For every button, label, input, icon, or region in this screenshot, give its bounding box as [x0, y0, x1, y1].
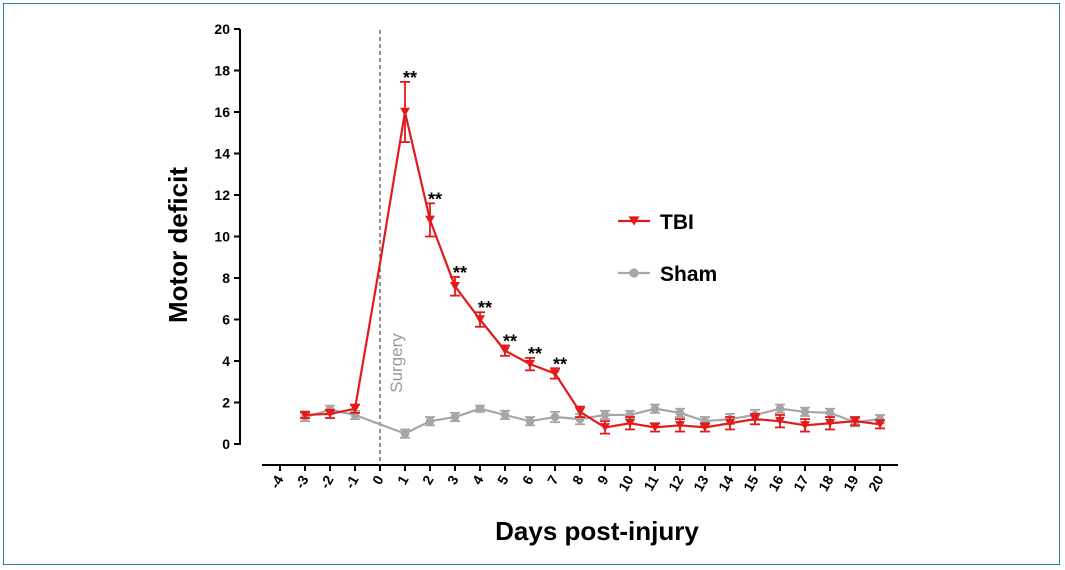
x-tick-label: 11 — [640, 472, 661, 493]
y-tick-label: 18 — [214, 63, 230, 79]
legend-item-sham: Sham — [618, 263, 717, 286]
tbi-point — [850, 416, 860, 426]
x-tick-label: 8 — [569, 472, 587, 487]
tbi-point — [700, 423, 710, 432]
tbi-point — [600, 423, 610, 432]
tbi-point — [525, 359, 535, 369]
y-tick-label: 4 — [222, 353, 230, 369]
x-axis-title: Days post-injury — [495, 516, 699, 546]
legend-item-tbi: TBI — [618, 211, 694, 234]
x-tick-label: 18 — [815, 472, 837, 494]
tbi-point — [350, 404, 360, 413]
tbi-point — [750, 414, 760, 424]
tbi-point — [875, 420, 885, 429]
x-tick-label: 13 — [690, 472, 712, 494]
x-tick-label: 12 — [665, 472, 687, 494]
y-tick-label: 8 — [222, 270, 230, 286]
sham-point — [425, 416, 435, 426]
x-tick-label: 4 — [469, 472, 487, 487]
tbi-point — [300, 410, 310, 420]
x-tick-label: 2 — [419, 472, 437, 487]
sham-point — [450, 412, 460, 422]
sham-point — [475, 404, 485, 413]
legend-swatch-marker — [629, 268, 639, 278]
tbi-point — [450, 282, 460, 291]
series-sham — [300, 403, 885, 439]
sham-point — [500, 410, 510, 420]
sham-point — [775, 404, 785, 413]
tbi-point — [825, 419, 835, 428]
x-tick-label: 14 — [715, 472, 737, 494]
sham-point — [600, 410, 610, 420]
legend-label: TBI — [660, 211, 694, 234]
tbi-point — [475, 315, 485, 324]
surgery-label: Surgery — [387, 333, 406, 393]
legend: TBI Sham — [618, 211, 717, 286]
legend-label: Sham — [660, 263, 717, 286]
significance-marker: ** — [403, 68, 417, 88]
sham-line — [304, 407, 881, 435]
x-tick-label: 5 — [494, 472, 512, 487]
sham-point — [525, 416, 535, 426]
significance-marker: ** — [453, 263, 467, 283]
legend-swatch-marker — [628, 216, 640, 226]
x-tick-label: -3 — [292, 472, 312, 491]
figure-frame — [3, 3, 1060, 565]
x-tick-label: -2 — [317, 472, 337, 491]
series-layer: ** ** ** ** ** ** ** — [300, 68, 885, 439]
tbi-point — [550, 369, 560, 378]
sham-point — [400, 429, 410, 438]
significance-marker: ** — [503, 331, 517, 351]
sham-point — [650, 404, 660, 413]
significance-marker: ** — [553, 354, 567, 374]
tbi-point — [675, 421, 685, 430]
x-tick-label: 15 — [740, 472, 762, 494]
x-tick-label: 17 — [790, 472, 812, 494]
y-tick-label: 12 — [214, 187, 230, 203]
x-tick-label: -4 — [267, 472, 287, 491]
tbi-point — [500, 346, 510, 355]
sham-point — [800, 407, 810, 417]
tbi-point — [575, 407, 585, 417]
x-tick-label: -1 — [342, 472, 362, 491]
tbi-point — [425, 215, 435, 225]
tbi-point — [800, 421, 810, 430]
y-tick-label: 0 — [222, 436, 230, 452]
tbi-point — [625, 419, 635, 428]
significance-marker: ** — [428, 189, 442, 209]
y-axis-title: Motor deficit — [163, 167, 193, 323]
y-tick-label: 6 — [222, 312, 230, 328]
tbi-point — [725, 419, 735, 428]
significance-marker: ** — [478, 298, 492, 318]
tbi-point — [650, 423, 660, 432]
significance-marker: ** — [528, 344, 542, 364]
y-tick-label: 2 — [222, 395, 230, 411]
series-tbi — [300, 81, 885, 435]
y-tick-label: 10 — [214, 229, 230, 245]
x-tick-label: 20 — [865, 472, 887, 494]
tbi-point — [325, 409, 335, 419]
x-tick-label: 16 — [765, 472, 787, 494]
annotations: Surgery — [379, 30, 406, 465]
x-tick-label: 10 — [615, 472, 637, 494]
tbi-point — [775, 416, 785, 426]
x-tick-label: 0 — [369, 472, 387, 487]
y-tick-label: 16 — [214, 104, 230, 120]
tbi-point — [400, 107, 410, 117]
y-tick-label: 20 — [214, 21, 230, 37]
x-tick-label: 6 — [519, 472, 537, 487]
x-tick-label: 9 — [594, 472, 612, 487]
x-tick-label: 1 — [394, 472, 412, 487]
x-tick-label: 7 — [544, 472, 562, 487]
sham-point — [675, 408, 685, 418]
sham-point — [550, 412, 560, 422]
tbi-line — [304, 110, 881, 429]
y-tick-label: 14 — [214, 146, 230, 162]
sham-point — [825, 408, 835, 418]
x-tick-label: 19 — [840, 472, 862, 494]
x-tick-label: 3 — [444, 472, 462, 487]
